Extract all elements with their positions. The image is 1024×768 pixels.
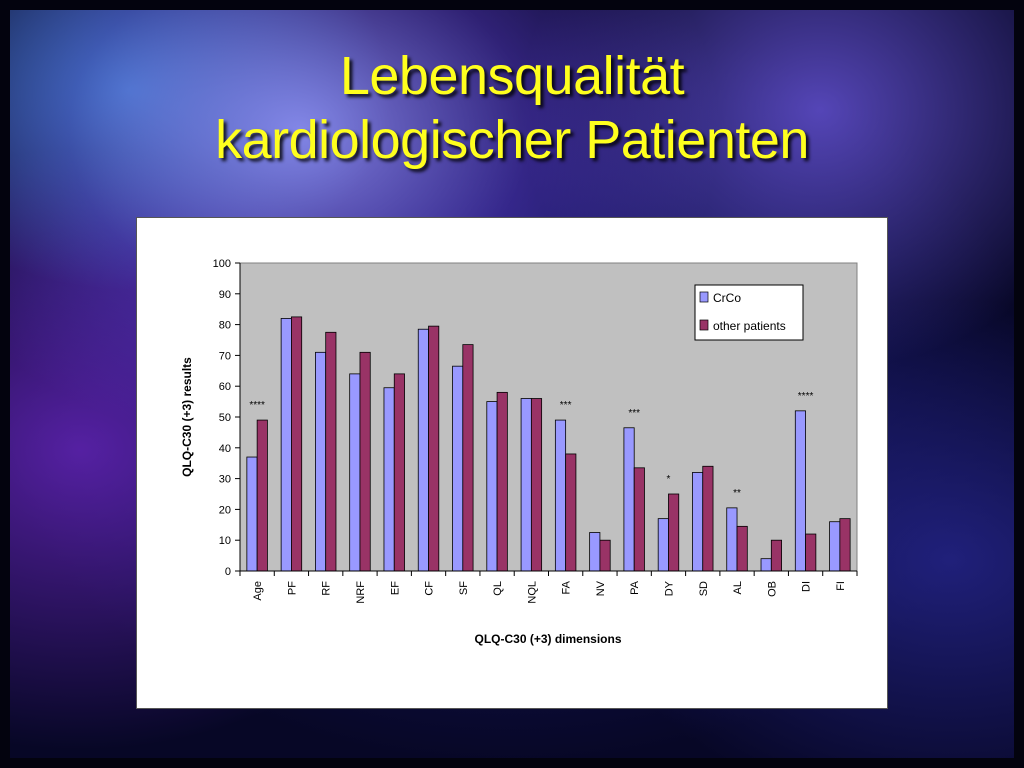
- legend-box: [694, 284, 804, 341]
- bar-crco-age: [246, 456, 258, 572]
- x-tick-label: PF: [286, 581, 298, 595]
- significance-markers: **** *************: [249, 391, 813, 499]
- y-tick-label: 100: [213, 258, 231, 270]
- bar-other-patients-pf: [291, 316, 303, 572]
- bar-other-patients-pa: [633, 467, 645, 572]
- y-tick-label: 80: [219, 320, 231, 332]
- significance-marker: ***: [560, 400, 572, 411]
- bar-crco-cf: [417, 328, 429, 572]
- bar-other-patients-sd: [702, 465, 714, 572]
- x-axis-ticks: Age PF RF NRF EF CF SF QL NQL FA NV PA DY SD AL OB DI FI: [239, 571, 858, 604]
- x-tick-label: EF: [389, 581, 401, 595]
- bar-crco-fi: [829, 521, 841, 572]
- x-axis-label: QLQ-C30 (+3) dimensions: [474, 632, 621, 646]
- legend-label-other-patients: other patients: [713, 319, 786, 333]
- bar-other-patients-nql: [530, 398, 543, 572]
- bar-crco-pf: [280, 318, 292, 572]
- y-tick-label: 90: [219, 289, 231, 301]
- bar-crco-ql: [486, 401, 498, 572]
- title-line-2: kardiologischer Patienten: [215, 110, 809, 170]
- significance-marker: ***: [628, 408, 640, 419]
- significance-marker: **: [733, 488, 741, 499]
- significance-marker: *: [667, 474, 671, 485]
- bar-other-patients-di: [805, 533, 817, 572]
- x-tick-label: NQL: [526, 581, 538, 604]
- bar-crco-di: [794, 410, 806, 572]
- bar-crco-pa: [623, 427, 635, 572]
- bar-crco-al: [726, 507, 738, 572]
- x-tick-label: NV: [595, 580, 607, 596]
- x-tick-label: SD: [698, 581, 710, 596]
- bar-crco-dy: [657, 518, 669, 572]
- slide-title: Lebensqualität kardiologischer Patienten: [0, 44, 1024, 172]
- x-tick-label: Age: [252, 581, 264, 601]
- y-tick-label: 30: [219, 474, 231, 486]
- bar-other-patients-fi: [839, 518, 851, 572]
- significance-marker: ****: [249, 400, 265, 411]
- legend-swatch-other-patients: [699, 319, 709, 331]
- x-tick-label: SF: [458, 581, 470, 595]
- y-tick-label: 60: [219, 381, 231, 393]
- bar-crco-nv: [589, 532, 601, 572]
- legend: CrCo other patients: [694, 284, 804, 341]
- title-line-1: Lebensqualität: [339, 46, 685, 106]
- x-tick-label: FA: [561, 580, 573, 594]
- y-tick-label: 40: [219, 443, 231, 455]
- bar-crco-sd: [692, 472, 704, 572]
- y-tick-label: 50: [219, 412, 231, 424]
- bars-layer: [246, 316, 851, 572]
- bar-other-patients-nv: [599, 539, 611, 572]
- bar-other-patients-ql: [496, 391, 508, 572]
- bar-crco-ob: [760, 558, 772, 572]
- bar-crco-rf: [315, 351, 327, 572]
- bar-other-patients-rf: [325, 331, 337, 572]
- y-tick-label: 0: [225, 566, 231, 578]
- significance-marker: ****: [798, 391, 814, 402]
- bar-crco-ef: [383, 387, 395, 572]
- bar-crco-nql: [520, 398, 532, 572]
- x-tick-label: PA: [629, 580, 641, 595]
- bar-crco-fa: [554, 419, 567, 572]
- bar-crco-sf: [452, 365, 464, 572]
- bar-other-patients-dy: [668, 493, 680, 572]
- x-tick-label: QL: [492, 581, 504, 596]
- bar-other-patients-fa: [565, 453, 577, 572]
- x-tick-label: DY: [663, 580, 675, 596]
- y-axis-label: QLQ-C30 (+3) results: [180, 357, 194, 477]
- bar-other-patients-sf: [462, 344, 474, 572]
- bar-other-patients-cf: [428, 325, 440, 572]
- x-tick-label: OB: [766, 581, 778, 597]
- x-tick-label: DI: [801, 581, 813, 592]
- legend-label-crco: CrCo: [713, 291, 741, 305]
- bar-other-patients-ob: [770, 539, 782, 572]
- y-axis-ticks: 0 10 20 30 40 50 60 70 80 90 100: [213, 258, 240, 578]
- x-tick-label: AL: [732, 581, 744, 594]
- x-tick-label: NRF: [355, 581, 367, 604]
- x-tick-label: FI: [835, 581, 847, 591]
- bar-other-patients-age: [256, 419, 268, 572]
- bar-crco-nrf: [349, 373, 361, 572]
- bar-other-patients-ef: [393, 373, 405, 572]
- y-tick-label: 70: [219, 350, 231, 362]
- legend-swatch-crco: [699, 291, 709, 303]
- x-tick-label: RF: [321, 581, 333, 596]
- bar-other-patients-nrf: [359, 351, 371, 572]
- x-tick-label: CF: [424, 581, 436, 596]
- y-tick-label: 20: [219, 504, 231, 516]
- bar-other-patients-al: [736, 525, 748, 572]
- y-tick-label: 10: [219, 535, 231, 547]
